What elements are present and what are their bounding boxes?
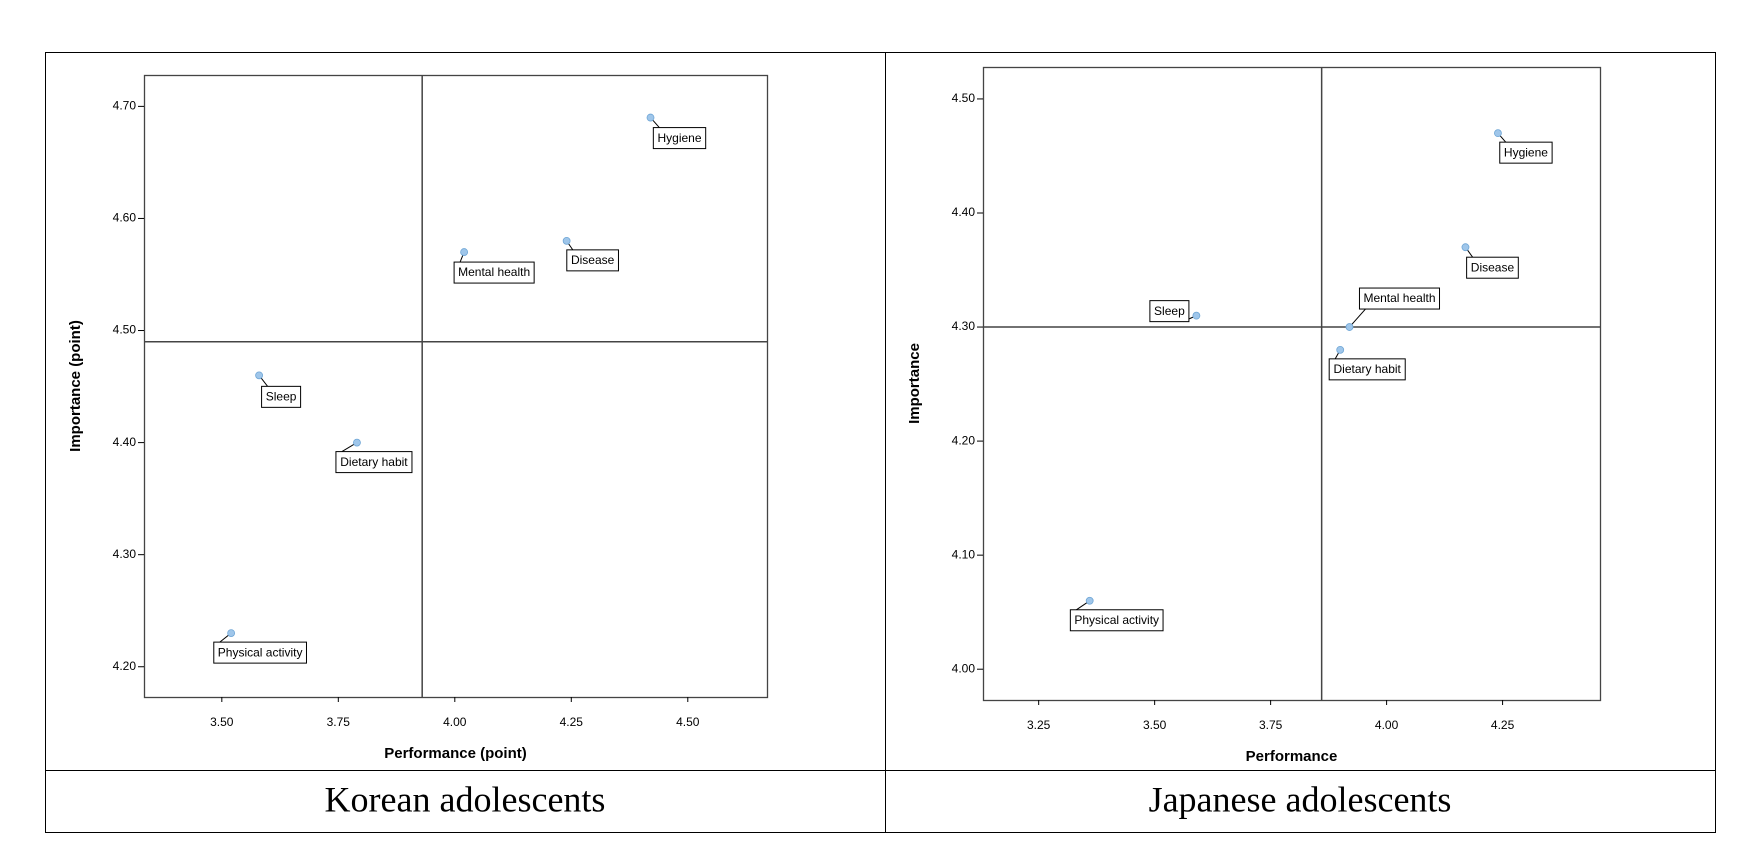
- label-box: [1358, 287, 1441, 310]
- point: [353, 438, 361, 447]
- label-box: [453, 261, 535, 284]
- y-tick-label: 4.50: [113, 323, 137, 337]
- point: [1494, 129, 1502, 138]
- label-box: [1069, 609, 1164, 632]
- plot-frame: [982, 66, 1602, 702]
- point-label: Disease: [1471, 260, 1515, 274]
- x-tick-label: 3.50: [210, 715, 234, 729]
- label-box: [1466, 256, 1519, 279]
- point-label: Sleep: [1154, 304, 1185, 318]
- label-box: [1499, 141, 1553, 164]
- label-box: [652, 127, 707, 150]
- point-label: Hygiene: [657, 131, 701, 145]
- label-box: [335, 451, 413, 474]
- plot-frame: [143, 74, 769, 699]
- point-label: Disease: [571, 253, 615, 267]
- label-box: [1328, 358, 1406, 381]
- y-tick-label: 4.50: [952, 91, 976, 105]
- y-tick-label: 4.10: [952, 547, 976, 561]
- x-axis-title: Performance (point): [384, 745, 527, 762]
- point-label: Mental health: [1363, 291, 1435, 305]
- x-tick-label: 3.50: [1143, 718, 1167, 732]
- label-box: [213, 641, 307, 664]
- point: [255, 371, 263, 380]
- x-tick-label: 4.00: [1375, 718, 1399, 732]
- table-border: [45, 52, 1716, 833]
- x-tick-label: 3.75: [1259, 718, 1283, 732]
- plot: 4.20 4.30 4.40 4.50 4.60 4.70 3.50 3.75 4.00 4.25…: [67, 74, 769, 762]
- y-axis-title: Importance (point): [67, 320, 84, 452]
- point-label: Physical activity: [1074, 613, 1159, 627]
- y-tick-label: 4.70: [113, 99, 137, 113]
- point: [1336, 345, 1345, 354]
- x-tick-label: 4.25: [560, 715, 584, 729]
- point-label: Dietary habit: [1334, 362, 1402, 376]
- point: [1345, 323, 1354, 331]
- caption: Japanese adolescents: [1149, 779, 1452, 819]
- y-tick-label: 4.20: [113, 659, 137, 673]
- label-connector: [1349, 308, 1366, 328]
- x-tick-label: 3.25: [1027, 718, 1051, 732]
- x-tick-label: 4.25: [1491, 718, 1515, 732]
- point: [646, 113, 655, 122]
- point: [1461, 243, 1470, 252]
- x-tick-label: 4.00: [443, 715, 467, 729]
- y-tick-label: 4.40: [113, 435, 137, 449]
- y-tick-label: 4.30: [952, 319, 976, 333]
- label-box: [566, 249, 619, 272]
- caption: Korean adolescents: [325, 779, 606, 819]
- x-axis-title: Performance: [1246, 748, 1338, 765]
- point: [1192, 311, 1201, 320]
- point: [460, 248, 469, 256]
- point-label: Sleep: [266, 390, 297, 404]
- label-box: [1149, 300, 1190, 323]
- point: [562, 236, 571, 245]
- y-tick-label: 4.30: [113, 547, 137, 561]
- point-label: Hygiene: [1504, 145, 1548, 159]
- y-axis-title: Importance: [906, 343, 923, 424]
- y-tick-label: 4.00: [952, 661, 976, 675]
- point-label: Dietary habit: [340, 455, 408, 469]
- y-tick-label: 4.40: [952, 205, 976, 219]
- point: [1085, 596, 1094, 605]
- point: [227, 629, 236, 638]
- point-label: Mental health: [458, 265, 530, 279]
- y-tick-label: 4.60: [113, 211, 137, 225]
- x-tick-label: 4.50: [676, 715, 700, 729]
- table-frame: [45, 52, 1716, 833]
- point-label: Physical activity: [218, 645, 303, 659]
- x-tick-label: 3.75: [327, 715, 351, 729]
- y-tick-label: 4.20: [952, 433, 976, 447]
- label-box: [261, 385, 302, 408]
- plot: 4.00 4.10 4.20 4.30 4.40 4.50 3.25 3.50 3.75 4.00…: [906, 66, 1602, 765]
